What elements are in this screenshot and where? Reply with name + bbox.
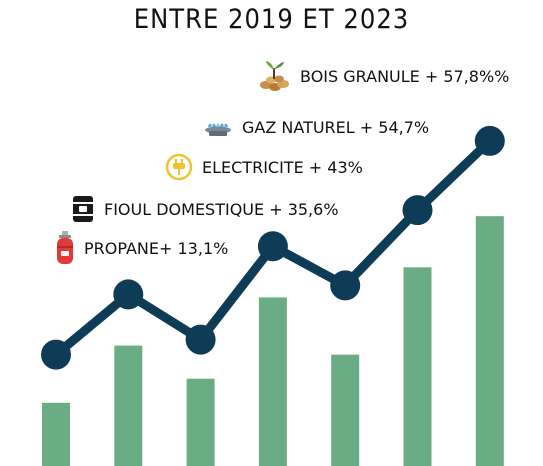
bar-5 xyxy=(331,354,360,466)
trend-point-2 xyxy=(113,279,144,310)
bar-1 xyxy=(42,402,70,466)
bar-3 xyxy=(186,378,215,466)
trend-point-6 xyxy=(402,195,433,226)
trend-point-5 xyxy=(330,270,361,301)
legend-item-propane: PROPANE+ 13,1% xyxy=(54,230,228,266)
legend-label-heating-oil: FIOUL DOMESTIQUE + 35,6% xyxy=(104,199,339,219)
legend-item-natural-gas: GAZ NATUREL + 54,7% xyxy=(202,109,429,145)
bar-7 xyxy=(475,216,504,466)
propane-bottle-icon xyxy=(57,231,73,264)
bar-4 xyxy=(258,297,287,466)
electric-plug-icon xyxy=(165,153,193,181)
bar-2 xyxy=(114,345,143,466)
wood-pellets-icon xyxy=(260,61,289,91)
trend-point-4 xyxy=(257,231,288,262)
trend-point-7 xyxy=(474,125,505,156)
legend-item-wood-pellets: BOIS GRANULE + 57,8%% xyxy=(256,58,509,94)
chart-title: ENTRE 2019 ET 2023 xyxy=(133,4,410,35)
bar-6 xyxy=(403,267,432,466)
legend-label-electricity: ELECTRICITE + 43% xyxy=(202,157,363,177)
legend-label-natural-gas: GAZ NATUREL + 54,7% xyxy=(242,117,430,137)
trend-point-3 xyxy=(185,324,216,355)
oil-barrel-icon xyxy=(73,196,93,222)
gas-burner-icon xyxy=(205,123,231,136)
legend-item-electricity: ELECTRICITE + 43% xyxy=(164,149,363,185)
trend-point-1 xyxy=(41,339,71,370)
legend-label-propane: PROPANE+ 13,1% xyxy=(84,238,229,258)
legend-label-wood-pellets: BOIS GRANULE + 57,8%% xyxy=(300,66,510,86)
legend-item-heating-oil: FIOUL DOMESTIQUE + 35,6% xyxy=(70,191,339,227)
